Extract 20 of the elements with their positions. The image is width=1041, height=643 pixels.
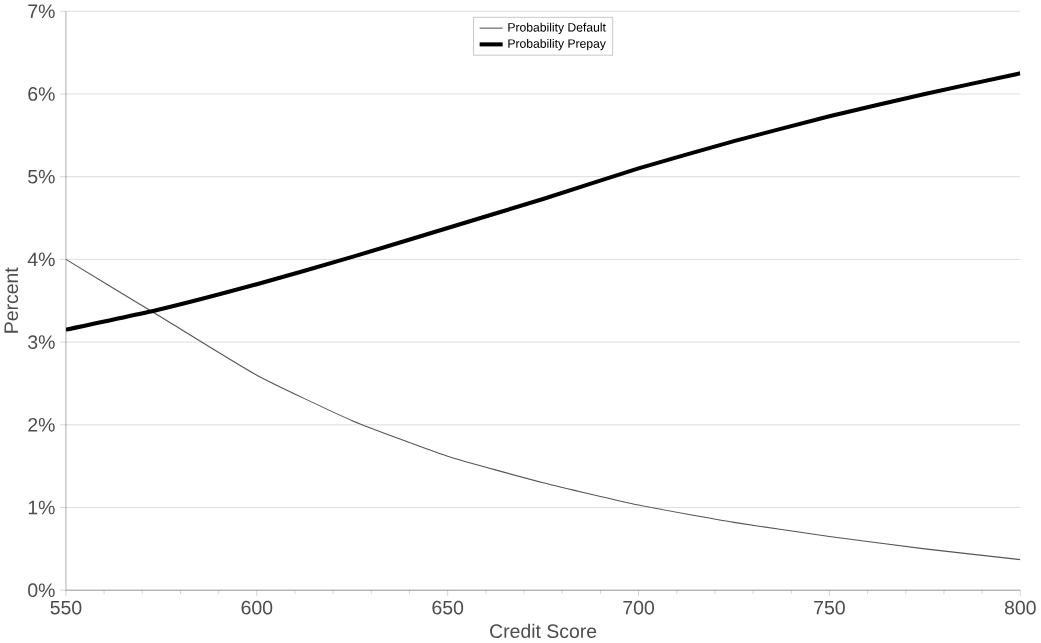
- x-tick-label: 800: [1004, 600, 1036, 615]
- line-series: [65, 259, 1021, 561]
- x-axis-title: Credit Score: [490, 624, 597, 639]
- y-tick-label: 2%: [28, 418, 55, 432]
- legend-label: Probability Prepay: [508, 39, 606, 51]
- y-tick-label: 4%: [27, 252, 55, 267]
- x-tick-label: 550: [50, 600, 82, 615]
- y-tick-label: 6%: [28, 87, 55, 102]
- y-tick-label: 3%: [28, 335, 55, 350]
- y-tick-label: 1%: [28, 500, 55, 515]
- line-series: [65, 71, 1021, 332]
- y-tick-label: 0%: [28, 583, 55, 598]
- legend-label: Probability Default: [508, 22, 606, 35]
- x-tick-label: 600: [241, 600, 273, 615]
- y-tick-label: 7%: [28, 4, 55, 19]
- x-tick-label: 650: [432, 600, 464, 615]
- x-tick-label: 700: [623, 600, 654, 615]
- y-tick-label: 5%: [28, 170, 55, 184]
- x-tick-label: 750: [814, 600, 845, 615]
- y-axis-title: Percent: [4, 267, 19, 333]
